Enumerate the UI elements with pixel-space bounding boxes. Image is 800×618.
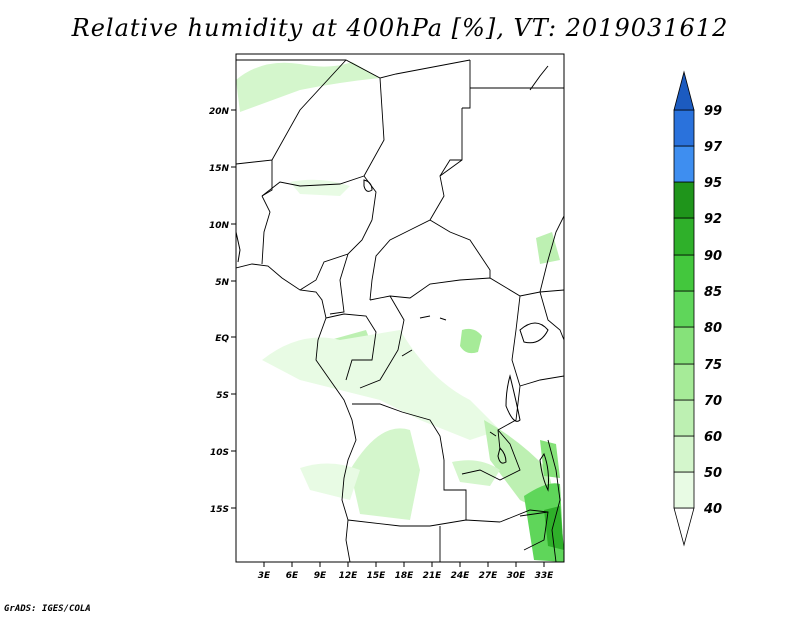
colorbar-bin (673, 254, 695, 292)
humidity-patch-angola (350, 428, 420, 520)
lat-label-5s: 5S (216, 391, 229, 401)
border-tanzania (519, 375, 564, 387)
colorbar-bin (673, 471, 695, 509)
border-ethiopia (439, 159, 462, 177)
colorbar-label: 95 (704, 176, 722, 191)
colorbar-label: 40 (703, 502, 722, 517)
colorbar-labels: 40 50 60 70 75 80 85 90 92 95 97 99 (703, 104, 723, 517)
colorbar-label: 80 (704, 321, 722, 336)
lat-label-20n: 20N (209, 107, 230, 117)
lat-label-15s: 15S (210, 505, 229, 515)
lon-label-24e: 24E (451, 571, 471, 581)
colorbar-bin (673, 399, 695, 437)
lon-label-33e: 33E (535, 571, 555, 581)
border-gabon-congo (325, 313, 377, 381)
lon-label-9e: 9E (314, 571, 327, 581)
lake-chad (363, 179, 373, 192)
lat-label-10s: 10S (210, 448, 229, 458)
map-frame (235, 53, 565, 563)
humidity-patch-angola-light (300, 463, 360, 500)
border-zimbabwe (499, 509, 549, 551)
colorbar-bin (673, 435, 695, 473)
border-car (369, 277, 564, 301)
border-niger-north (271, 59, 347, 161)
lake-tanganyika (505, 374, 521, 422)
humidity-patch-malawi (540, 440, 560, 478)
lon-label-30e: 30E (507, 571, 527, 581)
coastline-west (236, 263, 357, 562)
humidity-patch-central (460, 328, 482, 354)
border-angola-drc (352, 403, 445, 461)
colorbar-label: 50 (704, 466, 722, 481)
lon-label-27e: 27E (479, 571, 499, 581)
lakes (236, 65, 549, 517)
chart-title: Relative humidity at 400hPa [%], VT: 201… (71, 14, 729, 42)
border-mozambique (547, 439, 561, 562)
humidity-patch-zambia (452, 460, 500, 486)
colorbar-label: 85 (704, 285, 722, 300)
lake-victoria (519, 322, 549, 344)
border-libya-sudan (462, 60, 471, 109)
colorbar-upper-arrow (673, 70, 695, 111)
congo-river-islands (401, 315, 497, 437)
colorbar-bin (673, 290, 695, 328)
lat-label-eq: EQ (215, 334, 229, 344)
latitude-axis: 20N 15N 10N 5N EQ 5S 10S 15S (209, 107, 236, 515)
border-south-sudan (539, 215, 564, 293)
border-drc-east (497, 295, 521, 451)
colorbar-bin (673, 217, 695, 256)
lake-malawi (539, 452, 549, 492)
colorbar-bin (673, 109, 695, 147)
colorbar-label: 90 (704, 249, 722, 264)
colorbar-label: 92 (704, 212, 722, 227)
colorbar-lower-arrow (673, 507, 695, 547)
lat-label-10n: 10N (209, 221, 230, 231)
grads-credit: GrADS: IGES/COLA (4, 604, 91, 614)
border-angola-zambia (443, 460, 467, 520)
border-uganda-kenya (539, 291, 564, 341)
lake-kariba (519, 511, 549, 517)
longitude-axis: 3E 6E 9E 12E 15E 18E 21E 24E 27E 30E 33E (258, 562, 554, 581)
border-zambia-north (461, 429, 521, 481)
border-angola-namibia (347, 519, 501, 527)
colorbar-label: 75 (704, 358, 722, 373)
colorbar-bin (673, 363, 695, 401)
border-mali-niger (236, 159, 273, 197)
humidity-patch-mozambique-core (544, 506, 564, 550)
lake-mweru (497, 447, 507, 464)
lon-label-3e: 3E (258, 571, 271, 581)
border-benin (261, 195, 271, 265)
lat-label-5n: 5N (215, 278, 229, 288)
border-congo-drc (359, 295, 405, 389)
lat-label-15n: 15N (209, 164, 230, 174)
red-sea-coast (529, 65, 549, 91)
colorbar-bin (673, 181, 695, 219)
lon-label-6e: 6E (286, 571, 299, 581)
border-cameroon (329, 253, 349, 315)
lon-label-15e: 15E (367, 571, 387, 581)
colorbar-label: 70 (704, 394, 722, 409)
humidity-patch-congo-light (262, 330, 500, 440)
lake-volta (236, 231, 241, 263)
border-niger-chad (363, 77, 385, 221)
border-chad-east (369, 108, 463, 301)
colorbar-label: 99 (704, 104, 722, 119)
colorbar-label: 97 (704, 140, 723, 155)
colorbar-bin (673, 145, 695, 183)
lon-label-18e: 18E (395, 571, 415, 581)
colorbar (673, 70, 695, 547)
border-sudan-south (429, 219, 491, 278)
country-borders (236, 59, 564, 562)
colorbar-label: 60 (704, 430, 722, 445)
colorbar-bin (673, 326, 695, 365)
lon-label-12e: 12E (339, 571, 359, 581)
border-nigeria-niger (261, 175, 365, 197)
border-nigeria-east (299, 219, 373, 291)
lon-label-21e: 21E (423, 571, 443, 581)
humidity-patch-north (236, 62, 380, 112)
humidity-patch-north-2 (290, 179, 350, 196)
